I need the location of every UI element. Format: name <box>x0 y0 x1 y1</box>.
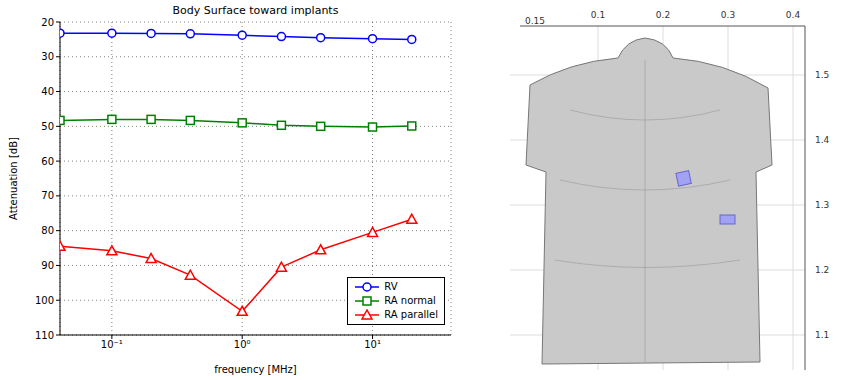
svg-text:1.3: 1.3 <box>815 200 829 210</box>
svg-text:30: 30 <box>41 51 54 62</box>
svg-text:100: 100 <box>35 295 54 306</box>
html-text:RA parallel: RA parallel <box>384 309 438 320</box>
svg-text:20: 20 <box>41 17 54 28</box>
html-text:RV: RV <box>384 281 398 292</box>
svg-text:10⁻¹: 10⁻¹ <box>101 339 123 350</box>
svg-text:1.4: 1.4 <box>815 135 830 145</box>
html-text:Body Surface toward implants: Body Surface toward implants <box>172 4 339 17</box>
svg-text:0.15: 0.15 <box>525 16 545 26</box>
svg-text:110: 110 <box>35 330 54 341</box>
svg-text:frequency [MHz]: frequency [MHz] <box>214 364 297 375</box>
svg-text:1.5: 1.5 <box>815 70 829 80</box>
svg-text:0.4: 0.4 <box>786 10 801 20</box>
svg-text:70: 70 <box>41 190 54 201</box>
svg-text:10⁰: 10⁰ <box>234 339 251 350</box>
svg-text:50: 50 <box>41 121 54 132</box>
svg-text:Attenuation [dB]: Attenuation [dB] <box>8 137 19 220</box>
svg-text:0.3: 0.3 <box>721 10 735 20</box>
svg-text:10¹: 10¹ <box>364 339 381 350</box>
svg-text:1.2: 1.2 <box>815 265 829 275</box>
svg-text:60: 60 <box>41 156 54 167</box>
svg-text:1.1: 1.1 <box>815 330 829 340</box>
svg-text:80: 80 <box>41 225 54 236</box>
html-text:RA normal: RA normal <box>384 295 436 306</box>
svg-text:40: 40 <box>41 86 54 97</box>
svg-text:90: 90 <box>41 260 54 271</box>
svg-text:0.1: 0.1 <box>591 10 605 20</box>
svg-text:0.2: 0.2 <box>656 10 670 20</box>
